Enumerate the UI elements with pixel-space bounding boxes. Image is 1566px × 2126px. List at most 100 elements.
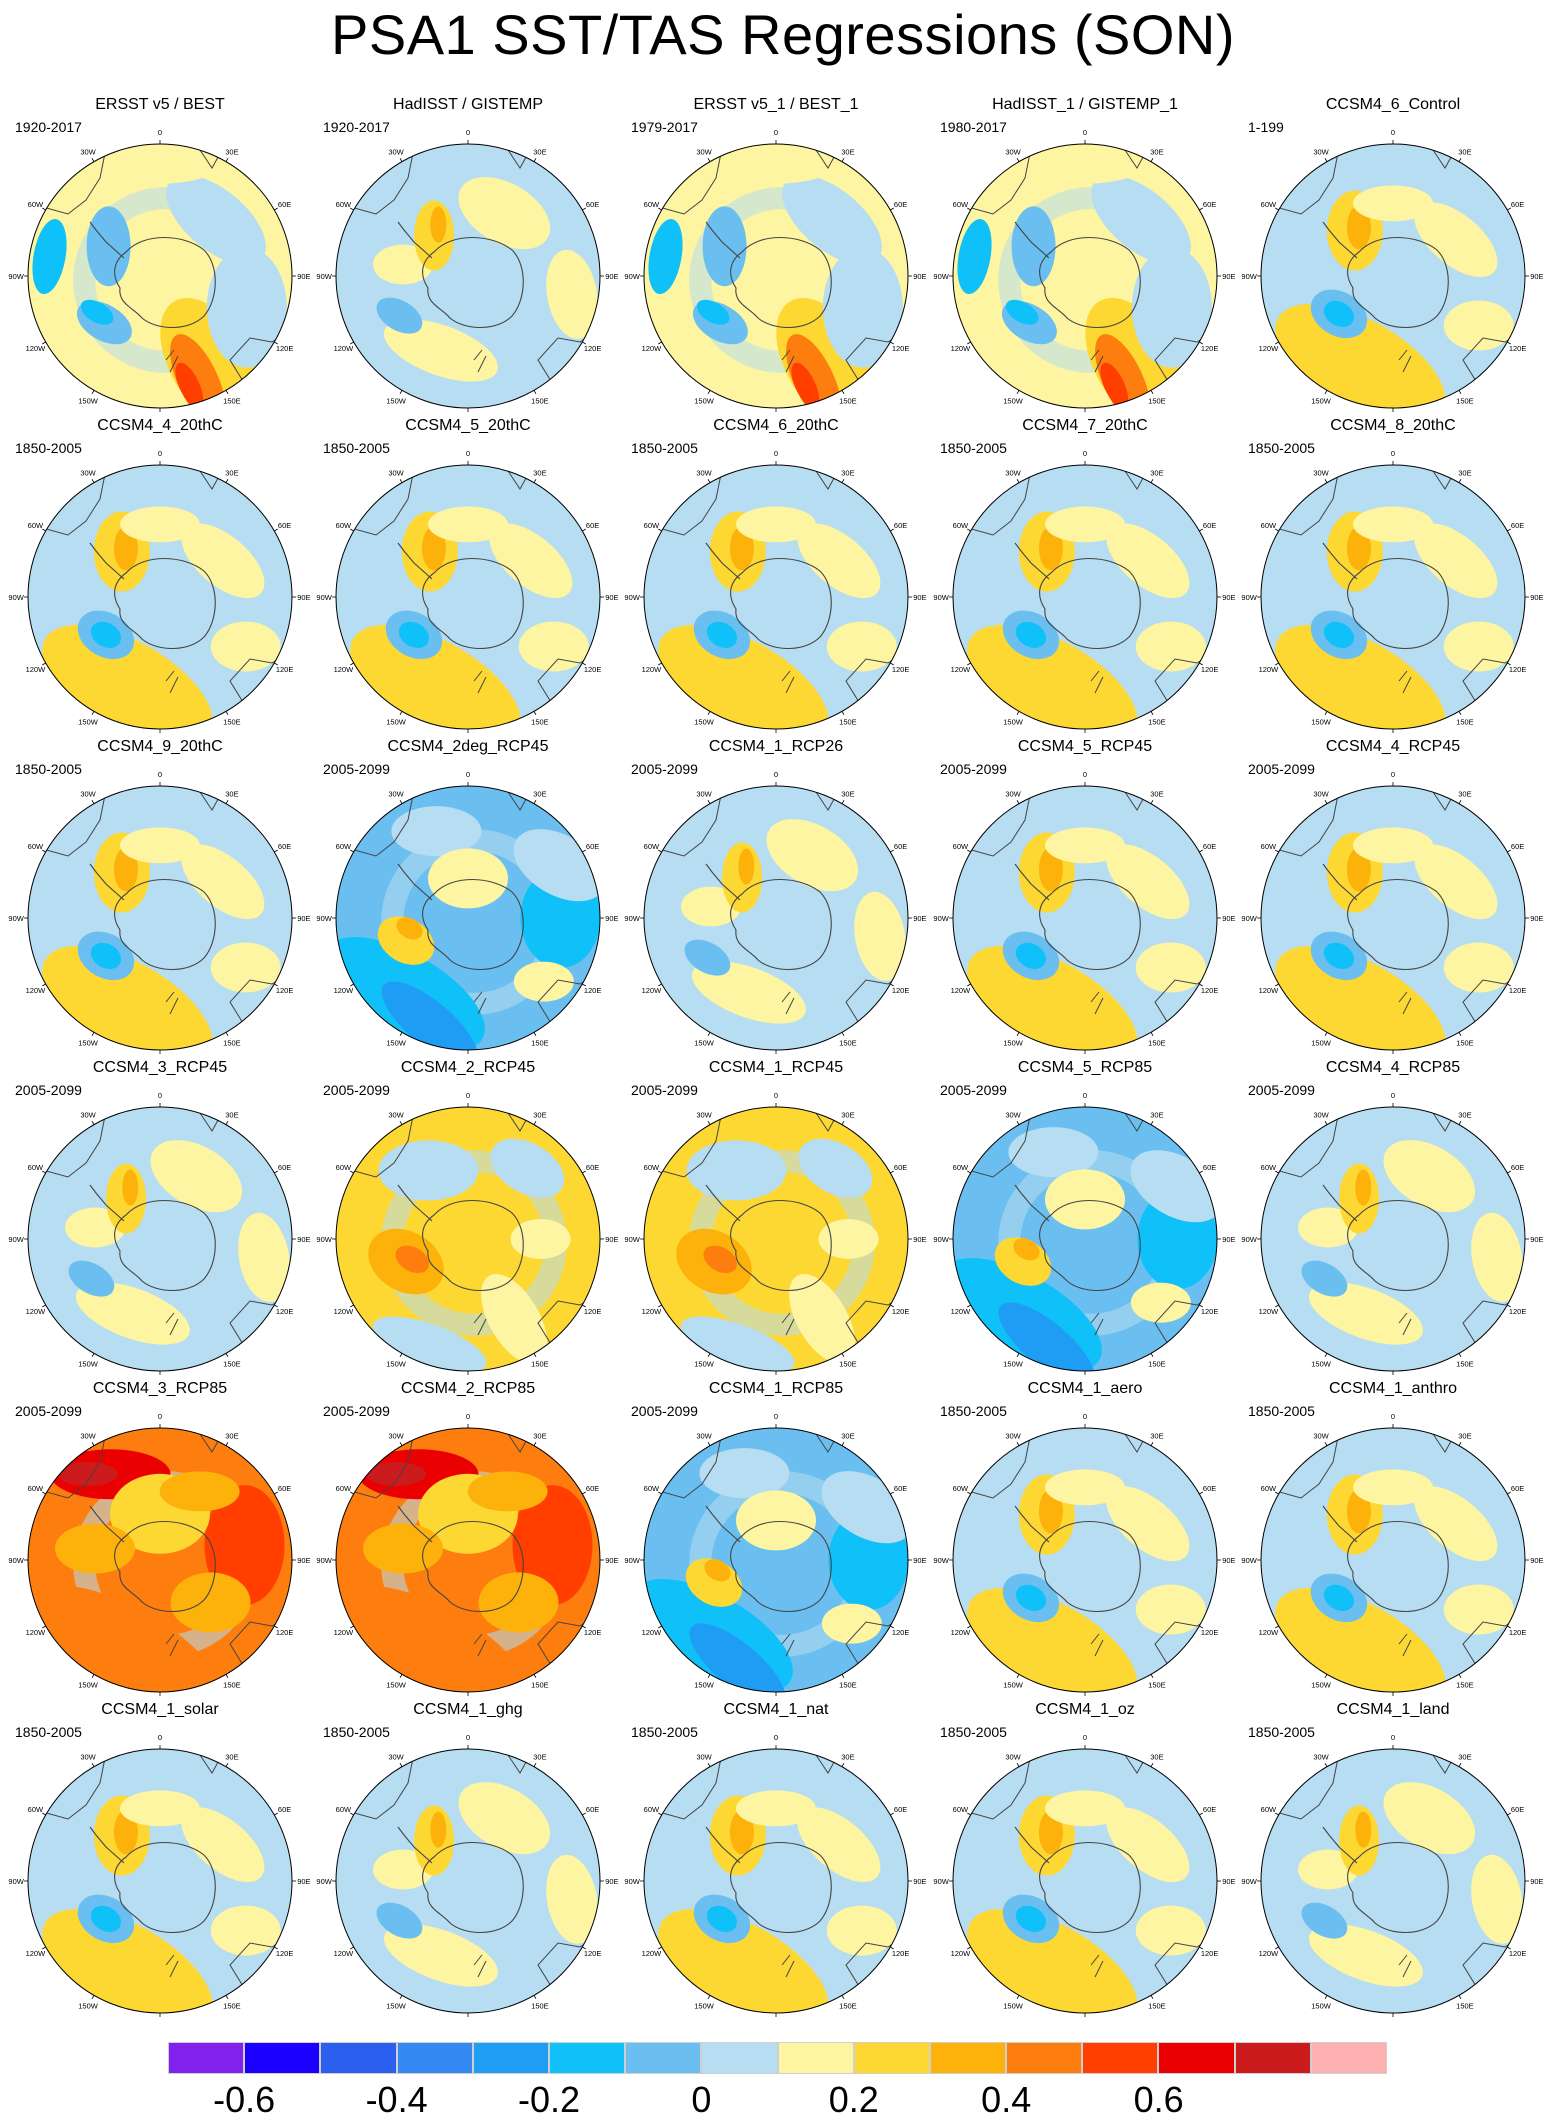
lon-label: 90W — [8, 593, 24, 602]
lon-label: 150W — [694, 718, 715, 727]
lon-label: 30W — [388, 1431, 404, 1440]
lon-label: 30W — [696, 1431, 712, 1440]
map-field — [28, 144, 292, 408]
lon-label: 60W — [28, 1805, 44, 1814]
lon-label: 30W — [80, 147, 96, 156]
panel-period: 1850-2005 — [1248, 1724, 1315, 1740]
lon-label: 120W — [951, 1628, 972, 1637]
lon-label: 150W — [78, 1360, 99, 1369]
lon-label: 30W — [696, 468, 712, 477]
panel-period: 1850-2005 — [15, 761, 82, 777]
lon-label: 90W — [933, 1877, 949, 1886]
lon-label: 90E — [1530, 1235, 1543, 1244]
lon-label: 60E — [1511, 200, 1524, 209]
lon-label: 90W — [624, 1877, 640, 1886]
map-field — [644, 1107, 908, 1371]
lon-label: 90E — [297, 1556, 310, 1565]
panel-period: 2005-2099 — [940, 1082, 1007, 1098]
lon-label: 30W — [1005, 147, 1021, 156]
lon-label: 0 — [1083, 1733, 1087, 1742]
lon-label: 120E — [276, 665, 294, 674]
lon-label: 60E — [1511, 1484, 1524, 1493]
lon-label: 120W — [334, 1628, 355, 1637]
polar-map: 0 30E 60E 90E 120E 150E 180 150W 120W 90W 60W 30W — [316, 1412, 618, 1701]
lon-label: 60E — [1511, 1805, 1524, 1814]
polar-map: 0 30E 60E 90E 120E 150E 180 150W 120W 90W 60W 30W — [316, 449, 618, 738]
polar-map: 0 30E 60E 90E 120E 150E 180 150W 120W 90W 60W 30W — [1241, 770, 1543, 1059]
lon-label: 150W — [1311, 397, 1332, 406]
lon-label: 150W — [694, 1681, 715, 1690]
lon-label: 90W — [1241, 1235, 1257, 1244]
map-panel: 0 30E 60E 90E 120E 150E 180 150W 120W 90W 60W 30W ER… — [5, 95, 315, 417]
map-field — [1261, 786, 1525, 1050]
lon-label: 180 — [1387, 1700, 1400, 1701]
lon-label: 90E — [297, 272, 310, 281]
panel-title: CCSM4_5_RCP85 — [1017, 1059, 1153, 1076]
lon-label: 120W — [1259, 986, 1280, 995]
lon-label: 30W — [1005, 1110, 1021, 1119]
lon-label: 120E — [584, 986, 602, 995]
lon-label: 30E — [841, 147, 854, 156]
lon-label: 0 — [774, 1733, 778, 1742]
lon-label: 150E — [839, 1681, 857, 1690]
lon-label: 30E — [1150, 789, 1163, 798]
map-field — [644, 465, 908, 729]
lon-label: 150E — [531, 1039, 549, 1048]
lon-label: 30W — [80, 468, 96, 477]
lon-label: 60W — [336, 1484, 352, 1493]
lon-label: 30W — [388, 789, 404, 798]
lon-label: 120E — [1201, 1307, 1219, 1316]
lon-label: 0 — [1391, 1091, 1395, 1100]
map-panel: 0 30E 60E 90E 120E 150E 180 150W 120W 90W 60W 30W CC… — [5, 416, 315, 738]
lon-label: 0 — [1391, 1733, 1395, 1742]
lon-label: 60W — [953, 1805, 969, 1814]
lon-label: 60W — [644, 1484, 660, 1493]
lon-label: 60W — [644, 842, 660, 851]
lon-label: 90W — [933, 1556, 949, 1565]
lon-label: 0 — [158, 1733, 162, 1742]
lon-label: 30E — [841, 1110, 854, 1119]
map-field — [1261, 465, 1525, 729]
lon-label: 60E — [278, 200, 291, 209]
lon-label: 120W — [642, 986, 663, 995]
lon-label: 60W — [28, 1484, 44, 1493]
lon-label: 150W — [78, 718, 99, 727]
lon-label: 180 — [462, 1058, 475, 1059]
lon-label: 120W — [26, 1949, 47, 1958]
lon-label: 60W — [644, 521, 660, 530]
map-field — [28, 1428, 292, 1692]
panel-period: 2005-2099 — [631, 1403, 698, 1419]
polar-map: 0 30E 60E 90E 120E 150E 180 150W 120W 90W 60W 30W — [8, 449, 310, 738]
map-panel: 0 30E 60E 90E 120E 150E 180 150W 120W 90W 60W 30W Ha… — [313, 95, 623, 417]
lon-label: 120W — [642, 665, 663, 674]
lon-label: 150E — [839, 397, 857, 406]
lon-label: 30W — [388, 468, 404, 477]
lon-label: 150W — [1311, 2002, 1332, 2011]
lon-label: 60W — [28, 521, 44, 530]
lon-label: 180 — [462, 1700, 475, 1701]
lon-label: 30E — [1150, 147, 1163, 156]
panel-title: CCSM4_1_aero — [1027, 1380, 1143, 1397]
lon-label: 60E — [1203, 200, 1216, 209]
map-panel: 0 30E 60E 90E 120E 150E 180 150W 120W 90W 60W 30W CC… — [621, 737, 931, 1059]
panel-title: CCSM4_9_20thC — [97, 738, 223, 755]
lon-label: 30W — [80, 1752, 96, 1761]
lon-label: 90W — [1241, 914, 1257, 923]
lon-label: 60W — [336, 200, 352, 209]
lon-label: 60E — [278, 521, 291, 530]
lon-label: 120E — [1509, 1307, 1527, 1316]
panel-period: 1850-2005 — [15, 1724, 82, 1740]
lon-label: 90W — [8, 914, 24, 923]
lon-label: 60W — [336, 1805, 352, 1814]
lon-label: 30W — [80, 789, 96, 798]
lon-label: 0 — [158, 1412, 162, 1421]
lon-label: 90W — [624, 593, 640, 602]
map-panel: 0 30E 60E 90E 120E 150E 180 150W 120W 90W 60W 30W CC… — [5, 1379, 315, 1701]
polar-map: 0 30E 60E 90E 120E 150E 180 150W 120W 90W 60W 30W — [933, 1091, 1235, 1380]
lon-label: 60W — [28, 200, 44, 209]
lon-label: 120E — [584, 344, 602, 353]
lon-label: 30E — [225, 789, 238, 798]
lon-label: 120E — [276, 1628, 294, 1637]
lon-label: 60E — [586, 200, 599, 209]
lon-label: 60E — [1203, 1805, 1216, 1814]
